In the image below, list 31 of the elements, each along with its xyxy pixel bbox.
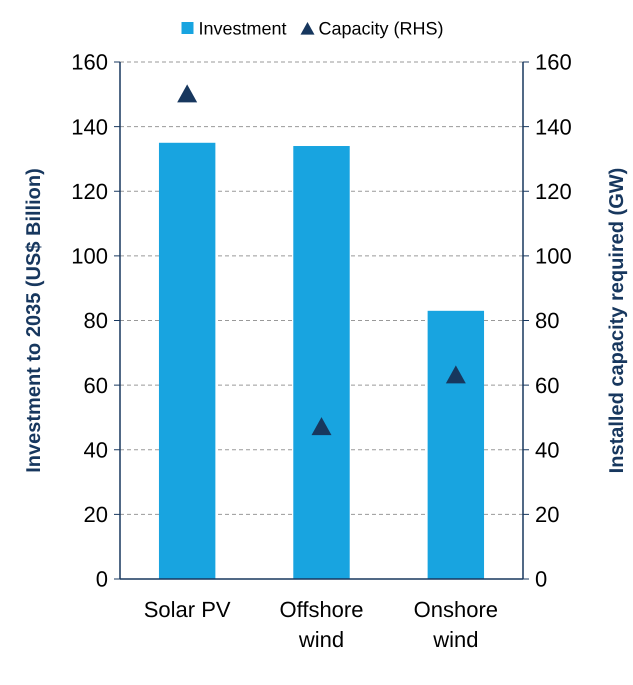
- bar: [428, 310, 484, 579]
- y-tick-label: 140: [71, 114, 108, 140]
- y-axis-title: Investment to 2035 (US$ Billion): [23, 168, 45, 473]
- y2-tick-label: 80: [535, 308, 560, 334]
- y-tick-label: 40: [84, 437, 108, 462]
- legend-label: Capacity (RHS): [318, 18, 444, 38]
- x-tick-label: Onshore wind: [414, 597, 498, 652]
- y2-axis-title: Installed capacity required (GW): [606, 168, 628, 474]
- y-tick-label: 60: [84, 372, 108, 398]
- y-tick-label: 160: [71, 50, 108, 75]
- y2-tick-label: 140: [535, 114, 572, 140]
- y2-tick-label: 160: [535, 50, 572, 75]
- y2-tick-label: 20: [535, 502, 560, 528]
- legend-label: Investment: [198, 18, 287, 38]
- y-tick-label: 80: [84, 308, 108, 334]
- y2-tick-label: 60: [535, 372, 560, 398]
- y-tick-label: 120: [71, 178, 108, 204]
- y2-tick-label: 100: [535, 244, 572, 269]
- y2-tick-label: 40: [535, 437, 560, 462]
- y-tick-label: 100: [71, 244, 108, 269]
- y2-tick-label: 0: [535, 566, 548, 592]
- x-tick-label: Offshore wind: [280, 597, 364, 652]
- y2-tick-label: 120: [535, 178, 572, 204]
- point: [312, 417, 332, 436]
- bar: [158, 142, 216, 579]
- y-tick-label: 0: [96, 566, 108, 592]
- bar: [293, 146, 350, 579]
- point: [446, 365, 466, 384]
- x-tick-label: Solar PV: [144, 597, 231, 622]
- point: [177, 84, 198, 102]
- y-tick-label: 20: [84, 502, 108, 528]
